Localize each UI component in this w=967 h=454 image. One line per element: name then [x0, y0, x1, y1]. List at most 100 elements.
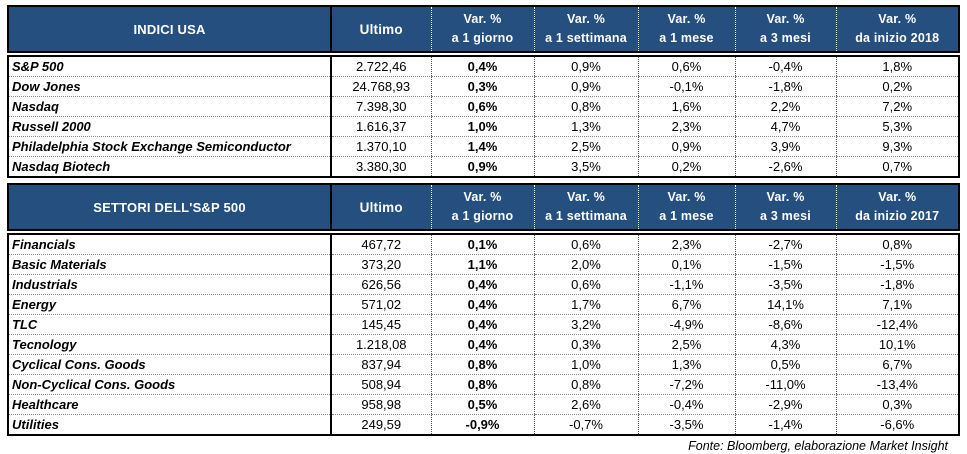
sector-name: Tecnology: [8, 334, 331, 355]
cell-var-inizio: -1,5%: [835, 254, 959, 275]
cell-var-1-mese: 1,3%: [637, 354, 735, 375]
sector-name: Utilities: [12, 417, 59, 432]
index-name: Nasdaq Biotech: [12, 159, 111, 174]
cell-var-3-mesi: -11,0%: [734, 374, 836, 395]
sector-name: Energy: [8, 294, 331, 315]
table-row: S&P 500 2.722,46 0,4% 0,9% 0,6% -0,4% 1,…: [8, 56, 959, 77]
var-label-line2: da inizio 2017: [855, 209, 940, 223]
cell-ultimo: 626,56: [330, 274, 431, 295]
cell-var-1-giorno: 0,4%: [430, 56, 534, 77]
column-header-var-3-mesi: Var. % a 3 mesi: [734, 184, 836, 230]
var-label-line2: da inizio 2018: [855, 31, 940, 45]
cell-var-3-mesi: -1,8%: [734, 76, 836, 97]
table-row: Basic Materials 373,20 1,1% 2,0% 0,1% -1…: [8, 254, 959, 275]
index-name: Philadelphia Stock Exchange Semiconducto…: [8, 136, 331, 157]
cell-var-1-mese: 6,7%: [637, 294, 735, 315]
cell-var-1-settimana: 0,9%: [533, 56, 638, 77]
index-name: S&P 500: [8, 56, 331, 77]
table-row: TLC 145,45 0,4% 3,2% -4,9% -8,6% -12,4%: [8, 314, 959, 335]
var-label-line1: Var. %: [766, 189, 805, 204]
cell-var-1-giorno: 0,4%: [430, 314, 534, 335]
cell-var-inizio: 7,2%: [835, 96, 959, 117]
var-label-line1: Var. %: [566, 11, 606, 26]
cell-var-3-mesi: -2,6%: [734, 156, 836, 177]
sector-name: Basic Materials: [8, 254, 331, 275]
cell-var-inizio: -13,4%: [835, 374, 959, 395]
cell-var-inizio: 6,7%: [835, 354, 959, 375]
cell-var-3-mesi: -8,6%: [734, 314, 836, 335]
column-header-var-3-mesi: Var. % a 3 mesi: [734, 6, 836, 52]
cell-var-3-mesi: 3,9%: [734, 136, 836, 157]
cell-var-1-giorno: 1,1%: [430, 254, 534, 275]
cell-var-1-mese: 2,3%: [637, 116, 735, 137]
cell-var-1-settimana: 1,0%: [533, 354, 638, 375]
cell-var-1-giorno: 0,4%: [430, 294, 534, 315]
column-header-var-1-giorno: Var. % a 1 giorno: [430, 6, 534, 52]
column-header-var-inizio-2017: Var. % da inizio 2017: [835, 184, 959, 230]
column-header-var-1-settimana: Var. % a 1 settimana: [533, 184, 638, 230]
table-row: Energy 571,02 0,4% 1,7% 6,7% 14,1% 7,1%: [8, 294, 959, 315]
var-label-line2: a 1 giorno: [451, 31, 514, 45]
cell-var-1-mese: 0,2%: [637, 156, 735, 177]
cell-ultimo: 373,20: [330, 254, 431, 275]
cell-var-inizio: 0,7%: [835, 156, 959, 177]
cell-var-3-mesi: -1,5%: [734, 254, 836, 275]
cell-var-1-giorno: 0,1%: [430, 234, 534, 255]
cell-var-1-giorno: 0,8%: [430, 354, 534, 375]
cell-var-1-giorno: -0,9%: [430, 414, 534, 435]
cell-var-1-giorno: 0,8%: [430, 374, 534, 395]
column-header-var-1-settimana: Var. % a 1 settimana: [533, 6, 638, 52]
cell-ultimo: 508,94: [330, 374, 431, 395]
cell-var-1-settimana: 2,0%: [533, 254, 638, 275]
cell-ultimo: 1.218,08: [330, 334, 431, 355]
cell-var-1-mese: -0,4%: [637, 394, 735, 415]
var-label-line1: Var. %: [878, 11, 917, 26]
var-label-line2: a 1 mese: [659, 31, 714, 45]
cell-ultimo: 958,98: [330, 394, 431, 415]
cell-var-3-mesi: -0,4%: [734, 56, 836, 77]
cell-var-3-mesi: 4,3%: [734, 334, 836, 355]
table-row: Cyclical Cons. Goods 837,94 0,8% 1,0% 1,…: [8, 354, 959, 375]
cell-ultimo: 571,02: [330, 294, 431, 315]
cell-ultimo: 145,45: [330, 314, 431, 335]
column-header-ultimo: Ultimo: [330, 6, 431, 52]
cell-var-1-giorno: 0,3%: [430, 76, 534, 97]
sector-name: Non-Cyclical Cons. Goods: [8, 374, 331, 395]
cell-var-1-settimana: 1,7%: [533, 294, 638, 315]
cell-var-inizio: 10,1%: [835, 334, 959, 355]
cell-var-1-settimana: 0,8%: [533, 96, 638, 117]
table-row: Dow Jones 24.768,93 0,3% 0,9% -0,1% -1,8…: [8, 76, 959, 97]
cell-var-1-mese: 2,5%: [637, 334, 735, 355]
source-note: Fonte: Bloomberg, elaborazione Market In…: [688, 439, 948, 453]
sector-name: Industrials: [8, 274, 331, 295]
cell-var-1-settimana: 3,5%: [533, 156, 638, 177]
cell-ultimo: 837,94: [330, 354, 431, 375]
table-row: Nasdaq 7.398,30 0,6% 0,8% 1,6% 2,2% 7,2%: [8, 96, 959, 117]
table-title-settori-sp500: SETTORI DELL'S&P 500: [8, 184, 331, 230]
cell-var-1-settimana: 1,3%: [533, 116, 638, 137]
cell-var-1-settimana: 0,9%: [533, 76, 638, 97]
cell-ultimo: 249,59: [330, 414, 431, 435]
var-label-line1: Var. %: [667, 189, 706, 204]
sector-name: Cyclical Cons. Goods: [8, 354, 331, 375]
cell-var-1-mese: -3,5%: [637, 414, 735, 435]
cell-var-1-settimana: 0,8%: [533, 374, 638, 395]
cell-var-inizio: -12,4%: [835, 314, 959, 335]
var-label-line1: Var. %: [566, 189, 606, 204]
cell-var-inizio: -1,8%: [835, 274, 959, 295]
column-header-ultimo: Ultimo: [330, 184, 431, 230]
cell-var-1-giorno: 1,4%: [430, 136, 534, 157]
column-header-var-inizio-2018: Var. % da inizio 2018: [835, 6, 959, 52]
cell-ultimo: 24.768,93: [330, 76, 431, 97]
cell-var-1-settimana: 0,6%: [533, 234, 638, 255]
cell-ultimo: 3.380,30: [330, 156, 431, 177]
cell-var-1-mese: -7,2%: [637, 374, 735, 395]
cell-var-1-mese: -1,1%: [637, 274, 735, 295]
cell-var-3-mesi: -2,7%: [734, 234, 836, 255]
column-header-var-1-mese: Var. % a 1 mese: [637, 6, 735, 52]
cell-var-1-mese: 0,6%: [637, 56, 735, 77]
var-label-line2: a 1 mese: [659, 209, 714, 223]
cell-var-1-mese: -0,1%: [637, 76, 735, 97]
cell-var-1-mese: 0,9%: [637, 136, 735, 157]
cell-ultimo: 7.398,30: [330, 96, 431, 117]
